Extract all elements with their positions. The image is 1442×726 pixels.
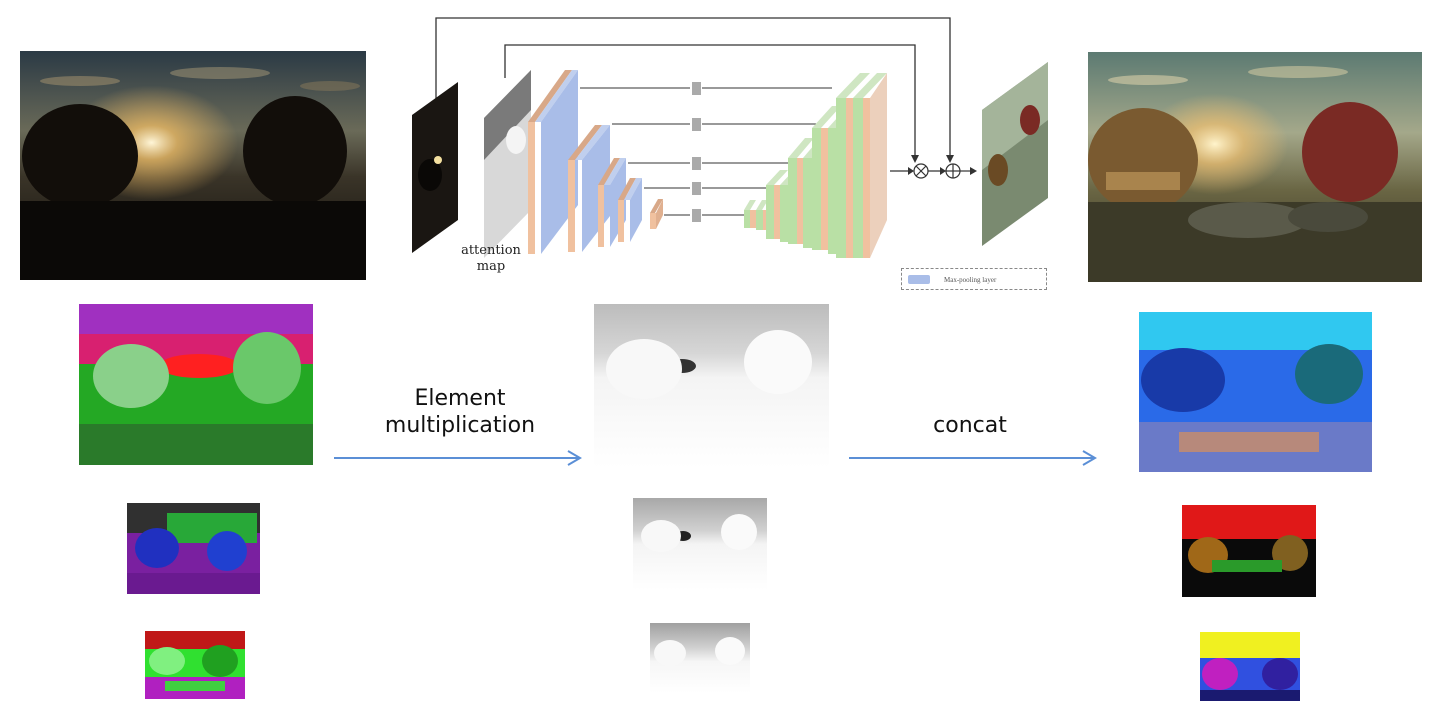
input-low-light-image: [20, 51, 366, 280]
skip-cubes: [692, 82, 701, 222]
output-enhanced-image: [1088, 52, 1422, 282]
concat-arrow: [849, 450, 1097, 466]
attention-map-thumbnail: [484, 70, 531, 258]
attention-map-large: [594, 304, 829, 468]
concat-feature-medium: [1182, 505, 1316, 597]
concat-feature-large: [1139, 312, 1372, 472]
concat-label: concat: [933, 413, 1007, 438]
decoder-blocks: [744, 73, 887, 258]
attention-map-medium: [633, 498, 767, 590]
op-arrowheads: [908, 167, 977, 175]
input-thumbnail-in-diagram: [412, 82, 458, 253]
element-multiplication-arrow: [334, 450, 582, 466]
attention-label-line1: attention: [461, 243, 521, 258]
legend-swatch: [908, 275, 930, 284]
output-thumbnail-in-diagram: [982, 62, 1048, 246]
encoder-blocks: [528, 70, 663, 254]
unet-diagram: [412, 17, 1048, 258]
concat-feature-small: [1200, 632, 1300, 701]
attention-map-small: [650, 623, 750, 693]
skip-connection-outer: [435, 17, 951, 160]
attention-map-label: attention map: [456, 243, 526, 275]
skip-arrowheads: [911, 155, 954, 163]
feature-map-left-medium: [127, 503, 260, 594]
feature-map-left-small: [145, 631, 245, 699]
feature-map-left-large: [79, 304, 313, 465]
legend-text: Max-pooling layer: [944, 276, 997, 284]
element-label-line1: Element: [414, 386, 506, 411]
legend-box: [901, 268, 1047, 290]
attention-label-line2: map: [476, 259, 506, 274]
element-label-line2: multiplication: [384, 413, 536, 438]
multiply-add-ops: [890, 163, 975, 179]
element-multiplication-label: Element multiplication: [345, 385, 575, 439]
